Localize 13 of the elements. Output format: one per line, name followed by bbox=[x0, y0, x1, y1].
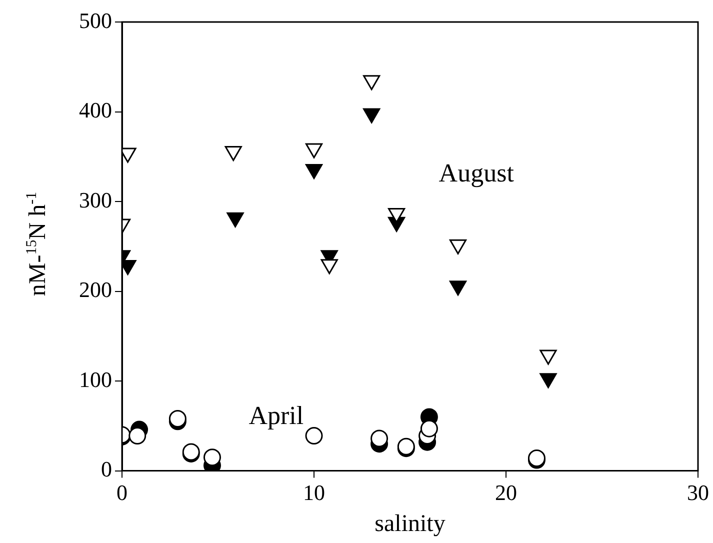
x-axis-title: salinity bbox=[374, 510, 446, 537]
y-tick-label: 100 bbox=[79, 366, 112, 392]
y-tick-label: 0 bbox=[101, 456, 112, 482]
y-tick-label: 400 bbox=[79, 98, 112, 123]
y-tick-label: 200 bbox=[79, 277, 112, 302]
annotation: August bbox=[438, 158, 515, 188]
x-tick-label: 10 bbox=[303, 480, 325, 505]
y-tick-label: 300 bbox=[79, 187, 112, 212]
x-tick-label: 0 bbox=[116, 480, 128, 505]
annotation: April bbox=[248, 400, 304, 430]
x-tick-label: 30 bbox=[687, 480, 709, 505]
y-tick-label: 500 bbox=[79, 8, 112, 33]
x-tick-label: 20 bbox=[495, 480, 517, 505]
